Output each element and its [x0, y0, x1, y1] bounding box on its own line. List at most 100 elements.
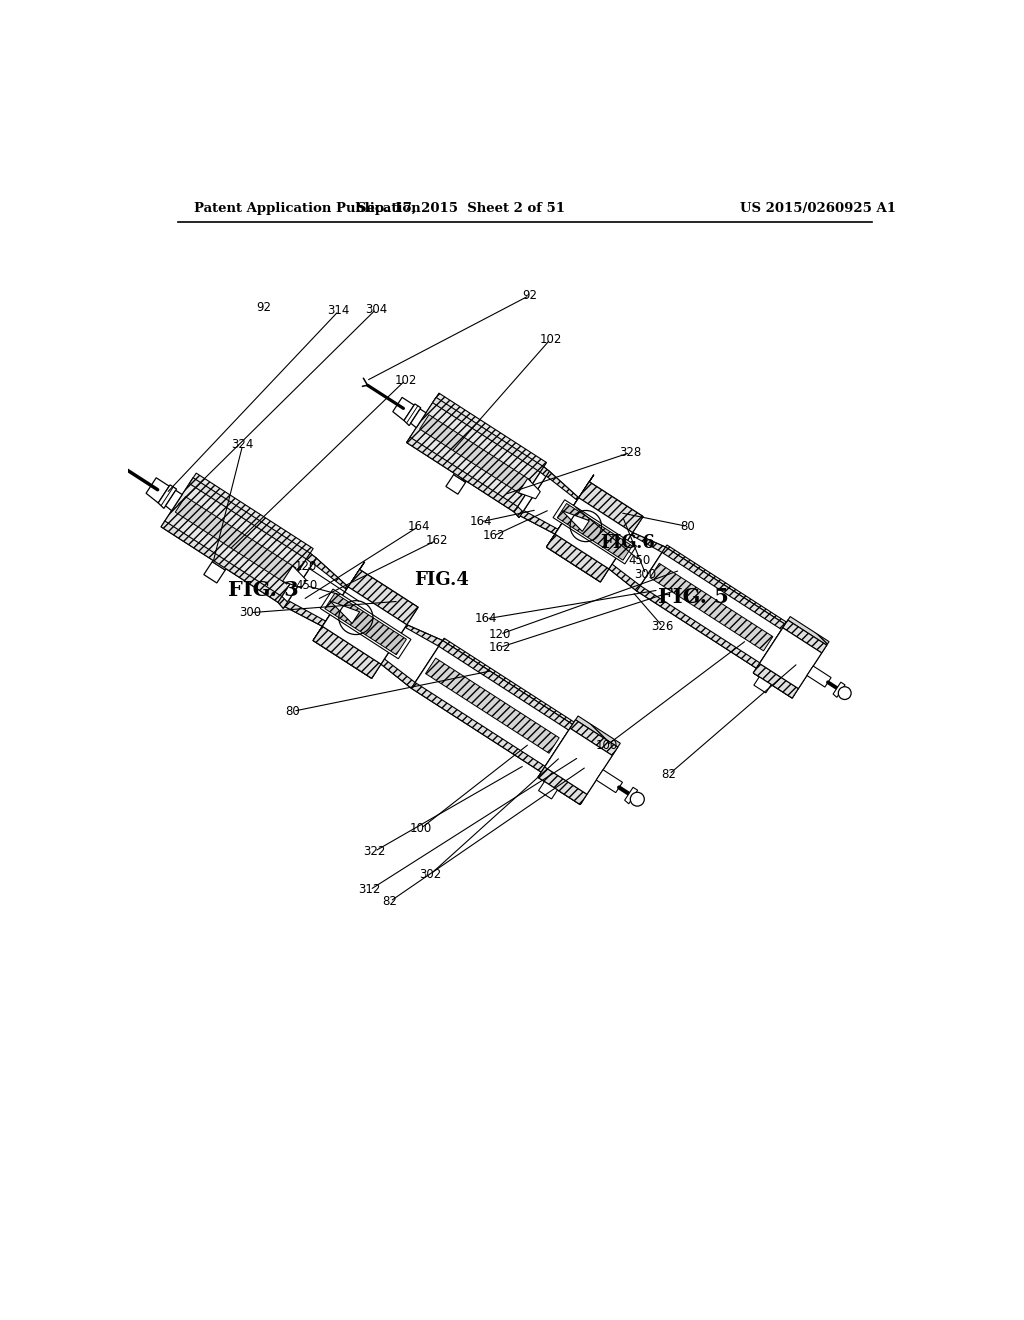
Polygon shape	[285, 601, 326, 627]
Polygon shape	[411, 409, 426, 428]
Polygon shape	[520, 471, 579, 535]
Polygon shape	[538, 767, 587, 805]
Polygon shape	[313, 627, 381, 678]
Polygon shape	[285, 558, 348, 627]
Text: 300: 300	[240, 606, 261, 619]
Text: 312: 312	[358, 883, 381, 896]
Text: 164: 164	[475, 612, 498, 626]
Polygon shape	[579, 482, 643, 532]
Polygon shape	[279, 553, 316, 609]
Polygon shape	[609, 564, 640, 591]
Polygon shape	[323, 587, 407, 664]
Text: 324: 324	[231, 438, 254, 451]
Polygon shape	[407, 397, 544, 512]
Text: Sep. 17, 2015  Sheet 2 of 51: Sep. 17, 2015 Sheet 2 of 51	[357, 202, 565, 215]
Text: 80: 80	[286, 705, 300, 718]
Polygon shape	[381, 659, 415, 688]
Text: Patent Application Publication: Patent Application Publication	[194, 202, 421, 215]
Text: 328: 328	[620, 446, 641, 459]
Circle shape	[631, 792, 644, 807]
Polygon shape	[279, 597, 288, 609]
Text: 102: 102	[540, 333, 561, 346]
Text: 162: 162	[425, 533, 447, 546]
Polygon shape	[518, 478, 541, 499]
Polygon shape	[412, 640, 572, 772]
Polygon shape	[834, 682, 845, 697]
Polygon shape	[787, 616, 829, 645]
Polygon shape	[555, 498, 633, 569]
Polygon shape	[562, 511, 589, 532]
Polygon shape	[546, 471, 579, 500]
Polygon shape	[539, 781, 557, 799]
Polygon shape	[161, 478, 310, 602]
Polygon shape	[570, 719, 617, 755]
Text: 326: 326	[651, 620, 674, 634]
Polygon shape	[547, 475, 594, 548]
Polygon shape	[547, 535, 609, 582]
Polygon shape	[547, 540, 605, 582]
Polygon shape	[159, 484, 176, 508]
Polygon shape	[760, 628, 821, 689]
Polygon shape	[514, 467, 549, 517]
Polygon shape	[454, 473, 467, 482]
Text: 100: 100	[410, 822, 432, 834]
Polygon shape	[420, 414, 530, 495]
Text: 80: 80	[680, 520, 695, 533]
Text: FIG.4: FIG.4	[415, 572, 469, 589]
Polygon shape	[283, 566, 306, 587]
Polygon shape	[164, 473, 313, 598]
Polygon shape	[625, 787, 638, 804]
Polygon shape	[330, 601, 359, 623]
Polygon shape	[146, 478, 169, 503]
Polygon shape	[407, 437, 518, 512]
Text: 82: 82	[662, 768, 677, 781]
Polygon shape	[313, 558, 348, 590]
Text: US 2015/0260925 A1: US 2015/0260925 A1	[740, 202, 896, 215]
Polygon shape	[321, 589, 411, 659]
Polygon shape	[553, 500, 637, 564]
Text: 162: 162	[488, 640, 511, 653]
Polygon shape	[545, 729, 612, 795]
Text: 120: 120	[488, 628, 511, 640]
Polygon shape	[175, 496, 296, 583]
Text: 120: 120	[295, 560, 317, 573]
Polygon shape	[406, 624, 442, 647]
Polygon shape	[393, 397, 414, 421]
Polygon shape	[445, 475, 466, 494]
Text: FIG.6: FIG.6	[600, 535, 655, 552]
Polygon shape	[204, 562, 225, 583]
Text: 162: 162	[482, 529, 505, 543]
Polygon shape	[575, 715, 621, 747]
Polygon shape	[609, 532, 666, 591]
Text: 450: 450	[629, 554, 650, 566]
Polygon shape	[754, 677, 771, 693]
Text: 450: 450	[295, 579, 317, 593]
Text: 92: 92	[256, 301, 271, 314]
Polygon shape	[538, 719, 617, 805]
Text: 302: 302	[419, 869, 441, 880]
Polygon shape	[754, 664, 799, 698]
Polygon shape	[538, 774, 583, 805]
Text: 164: 164	[408, 520, 430, 533]
Polygon shape	[313, 569, 418, 678]
Text: 164: 164	[469, 515, 492, 528]
Polygon shape	[663, 546, 785, 630]
Polygon shape	[442, 638, 574, 725]
Polygon shape	[631, 532, 666, 553]
Text: 300: 300	[635, 568, 656, 581]
Text: 314: 314	[328, 305, 350, 317]
Polygon shape	[557, 503, 632, 560]
Polygon shape	[313, 632, 377, 678]
Polygon shape	[161, 521, 282, 602]
Polygon shape	[782, 620, 826, 653]
Polygon shape	[306, 553, 316, 564]
Polygon shape	[514, 507, 523, 517]
Circle shape	[839, 686, 851, 700]
Text: 102: 102	[394, 374, 417, 387]
Polygon shape	[637, 586, 760, 668]
Polygon shape	[754, 620, 826, 698]
Polygon shape	[212, 560, 226, 570]
Polygon shape	[596, 770, 623, 792]
Polygon shape	[637, 546, 785, 668]
Polygon shape	[412, 682, 545, 772]
